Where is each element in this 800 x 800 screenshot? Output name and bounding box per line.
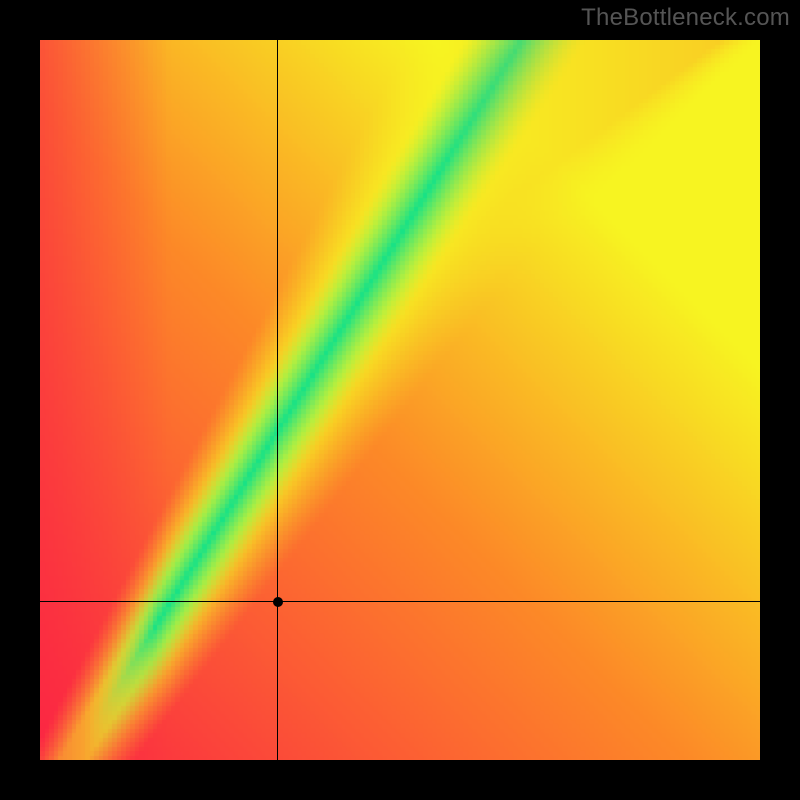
crosshair-vertical — [277, 40, 278, 760]
chart-container: TheBottleneck.com — [0, 0, 800, 800]
bottleneck-heatmap — [40, 40, 760, 760]
crosshair-marker — [273, 597, 283, 607]
watermark-text: TheBottleneck.com — [581, 4, 790, 32]
crosshair-horizontal — [40, 601, 760, 602]
